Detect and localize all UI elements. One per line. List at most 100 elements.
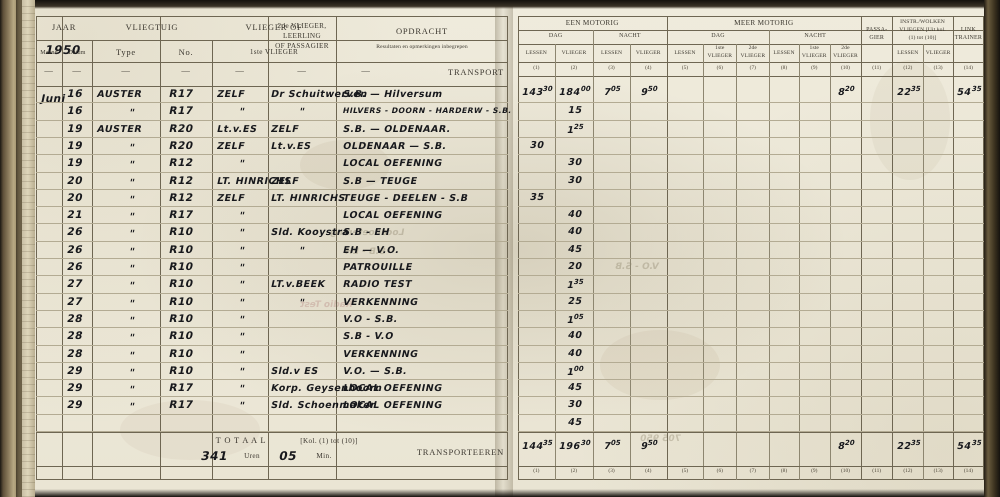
header-type: Type [116,47,136,57]
header-instr-1: INSTR./WOLKEN [900,19,945,25]
entry-vlieger2: LT.v.BEEK [269,279,327,291]
header-rule [36,86,508,87]
footer-rule-top [36,432,508,433]
entry-opdracht: TEUGE - DEELEN - S.B [341,192,470,204]
entry-aircraft-no: R10 [167,364,195,377]
col-group-rule [666,16,668,480]
col-rule-9 [798,44,800,480]
row-rule [36,102,508,104]
entry-datum: 26 [65,226,85,239]
header-col-10-a: 2de [841,45,850,51]
page-bottom-shadow [35,489,984,497]
header-col-13: VLIEGER [925,50,951,56]
col-rule-maand [62,16,63,480]
col-rule-2 [554,44,556,480]
header-col-3: LESSEN [600,50,623,56]
row-rule [36,344,508,346]
footer-col-number-8: (8) [780,468,788,474]
transport-col14: 5435 [956,85,983,99]
col-rule-vlieger1 [268,16,269,480]
entry-datum: 19 [65,157,85,170]
entry-type-ditto: " [128,402,137,414]
header-rule [36,40,508,41]
entry-col2-vlieger-dag: 45 [566,416,584,428]
row-rule [518,258,984,259]
entry-aircraft-no: R12 [167,157,195,170]
entry-aircraft-no: R10 [167,330,195,343]
header-col-7-a: 2de [748,45,758,51]
header-vliegtuig: VLIEGTUIG [125,22,179,32]
page-edges-stack [22,0,35,497]
entry-datum: 20 [65,191,85,204]
header-col-number-4: (4) [645,65,652,71]
header-dash: — [181,65,191,75]
row-rule [518,188,984,190]
entry-vlieger1-ditto: " [238,384,247,396]
header-col-number-11: (11) [872,65,882,71]
col-rule-type [160,16,161,480]
footer-col-number-12: (12) [903,468,913,474]
entry-col2-vlieger-dag: 30 [566,157,584,169]
total-col14: 5435 [956,439,983,453]
entry-vlieger2: ZELF [269,175,301,187]
footer-rule-top [518,432,984,433]
entry-vlieger1-ditto: " [238,159,247,171]
row-rule [518,223,984,225]
entry-opdracht: S.B. — Hilversum [341,89,444,100]
footer-totaal: T O T A A L [215,435,267,445]
row-rule [518,309,984,311]
entry-datum: 28 [65,347,85,360]
transport-col12: 2235 [895,85,922,99]
header-2de-vlieger: 2de VLIEGER, [277,22,327,30]
left-table [36,16,508,480]
entry-datum: 28 [65,312,85,325]
entry-opdracht: LOCAL OEFENING [341,400,444,412]
header-nacht-1: NACHT [619,33,641,39]
row-rule [36,431,508,432]
col-rule-dag-nacht-1 [593,30,595,44]
footer-rule-bottom [518,466,984,467]
col-group-rule [952,16,954,480]
col-rule-10 [829,44,831,480]
entry-type-ditto: " [128,212,137,224]
footer-col-number-4: (4) [645,468,652,474]
entry-datum: 26 [65,243,85,256]
row-rule [518,275,984,277]
header-col-2: VLIEGER [561,50,587,56]
row-rule [36,258,508,259]
entry-type-ditto: " [128,298,137,310]
row-rule [36,396,508,398]
header-nacht-2: NACHT [804,33,826,39]
entry-opdracht: OLDENAAR — S.B. [341,140,448,152]
entry-col2-vlieger-dag: 125 [565,122,585,136]
entry-type-ditto: " [128,108,137,120]
row-rule [518,413,984,415]
entry-aircraft-no: R12 [167,174,195,187]
col-rule-13 [923,44,925,480]
row-rule [36,379,508,381]
row-rule [518,292,984,294]
header-of-passagier: OF PASSAGIER [275,42,329,50]
footer-col-number-14: (14) [963,468,973,474]
entry-type-ditto: " [128,142,137,154]
row-rule [518,327,984,329]
entry-datum: 27 [65,278,85,291]
footer-col-number-7: (7) [749,468,756,474]
book-spine-left [0,0,22,497]
col-rule-3 [593,44,595,480]
total-col1: 14435 [520,439,554,453]
entry-vlieger1: ZELF [215,140,247,152]
footer-transporteeren: TRANSPORTEEREN [416,447,504,457]
total-col2: 19630 [558,439,592,453]
entry-type: AUSTER [95,89,144,100]
header-dash: — [235,65,245,75]
header-rule [518,76,984,77]
entry-aircraft-no: R10 [167,243,195,256]
row-rule [36,240,508,242]
entry-opdracht: V.O. — S.B. [341,365,409,377]
header-no: No. [178,47,194,57]
header-dag-1: DAG [548,33,563,39]
entry-opdracht: RADIO TEST [341,279,413,291]
total-col4: 950 [639,439,659,453]
